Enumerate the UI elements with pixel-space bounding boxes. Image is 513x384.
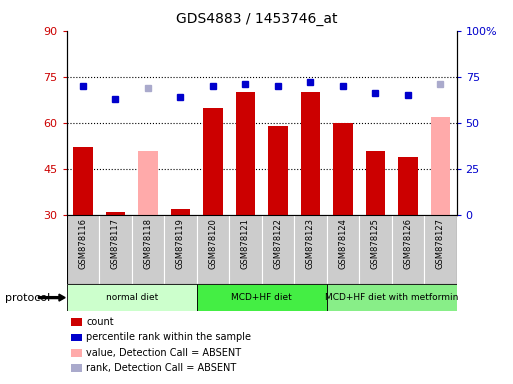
Bar	[235, 92, 255, 215]
Text: GSM878125: GSM878125	[371, 218, 380, 269]
Bar	[138, 151, 157, 215]
Bar	[268, 126, 288, 215]
Bar	[203, 108, 223, 215]
Bar	[71, 334, 82, 341]
Text: rank, Detection Call = ABSENT: rank, Detection Call = ABSENT	[86, 363, 236, 373]
Text: GSM878118: GSM878118	[144, 218, 152, 269]
Bar	[327, 215, 359, 284]
Text: GSM878124: GSM878124	[339, 218, 347, 269]
Text: MCD+HF diet with metformin: MCD+HF diet with metformin	[325, 293, 458, 302]
Bar	[132, 215, 164, 284]
Bar	[327, 284, 457, 311]
Bar	[73, 147, 93, 215]
Bar	[171, 209, 190, 215]
Text: count: count	[86, 317, 114, 327]
Text: percentile rank within the sample: percentile rank within the sample	[86, 333, 251, 343]
Text: GSM878122: GSM878122	[273, 218, 282, 269]
Bar	[398, 157, 418, 215]
Text: GDS4883 / 1453746_at: GDS4883 / 1453746_at	[176, 12, 337, 25]
Text: normal diet: normal diet	[106, 293, 158, 302]
Text: GSM878117: GSM878117	[111, 218, 120, 269]
Bar	[67, 284, 196, 311]
Bar	[196, 284, 327, 311]
Bar	[262, 215, 294, 284]
Text: value, Detection Call = ABSENT: value, Detection Call = ABSENT	[86, 348, 241, 358]
Bar	[71, 349, 82, 356]
Text: GSM878126: GSM878126	[403, 218, 412, 269]
Bar	[430, 117, 450, 215]
Bar	[164, 215, 196, 284]
Bar	[196, 215, 229, 284]
Bar	[391, 215, 424, 284]
Text: GSM878127: GSM878127	[436, 218, 445, 269]
Bar	[229, 215, 262, 284]
Bar	[71, 364, 82, 372]
Text: GSM878120: GSM878120	[208, 218, 218, 269]
Bar	[301, 92, 320, 215]
Bar	[71, 318, 82, 326]
Text: protocol: protocol	[5, 293, 50, 303]
Bar	[99, 215, 132, 284]
Bar	[366, 151, 385, 215]
Bar	[359, 215, 391, 284]
Bar	[294, 215, 327, 284]
Text: GSM878119: GSM878119	[176, 218, 185, 269]
Text: MCD+HF diet: MCD+HF diet	[231, 293, 292, 302]
Bar	[106, 212, 125, 215]
Bar	[424, 215, 457, 284]
Text: GSM878121: GSM878121	[241, 218, 250, 269]
Text: GSM878123: GSM878123	[306, 218, 315, 269]
Bar	[67, 215, 99, 284]
Bar	[333, 123, 352, 215]
Text: GSM878116: GSM878116	[78, 218, 87, 269]
